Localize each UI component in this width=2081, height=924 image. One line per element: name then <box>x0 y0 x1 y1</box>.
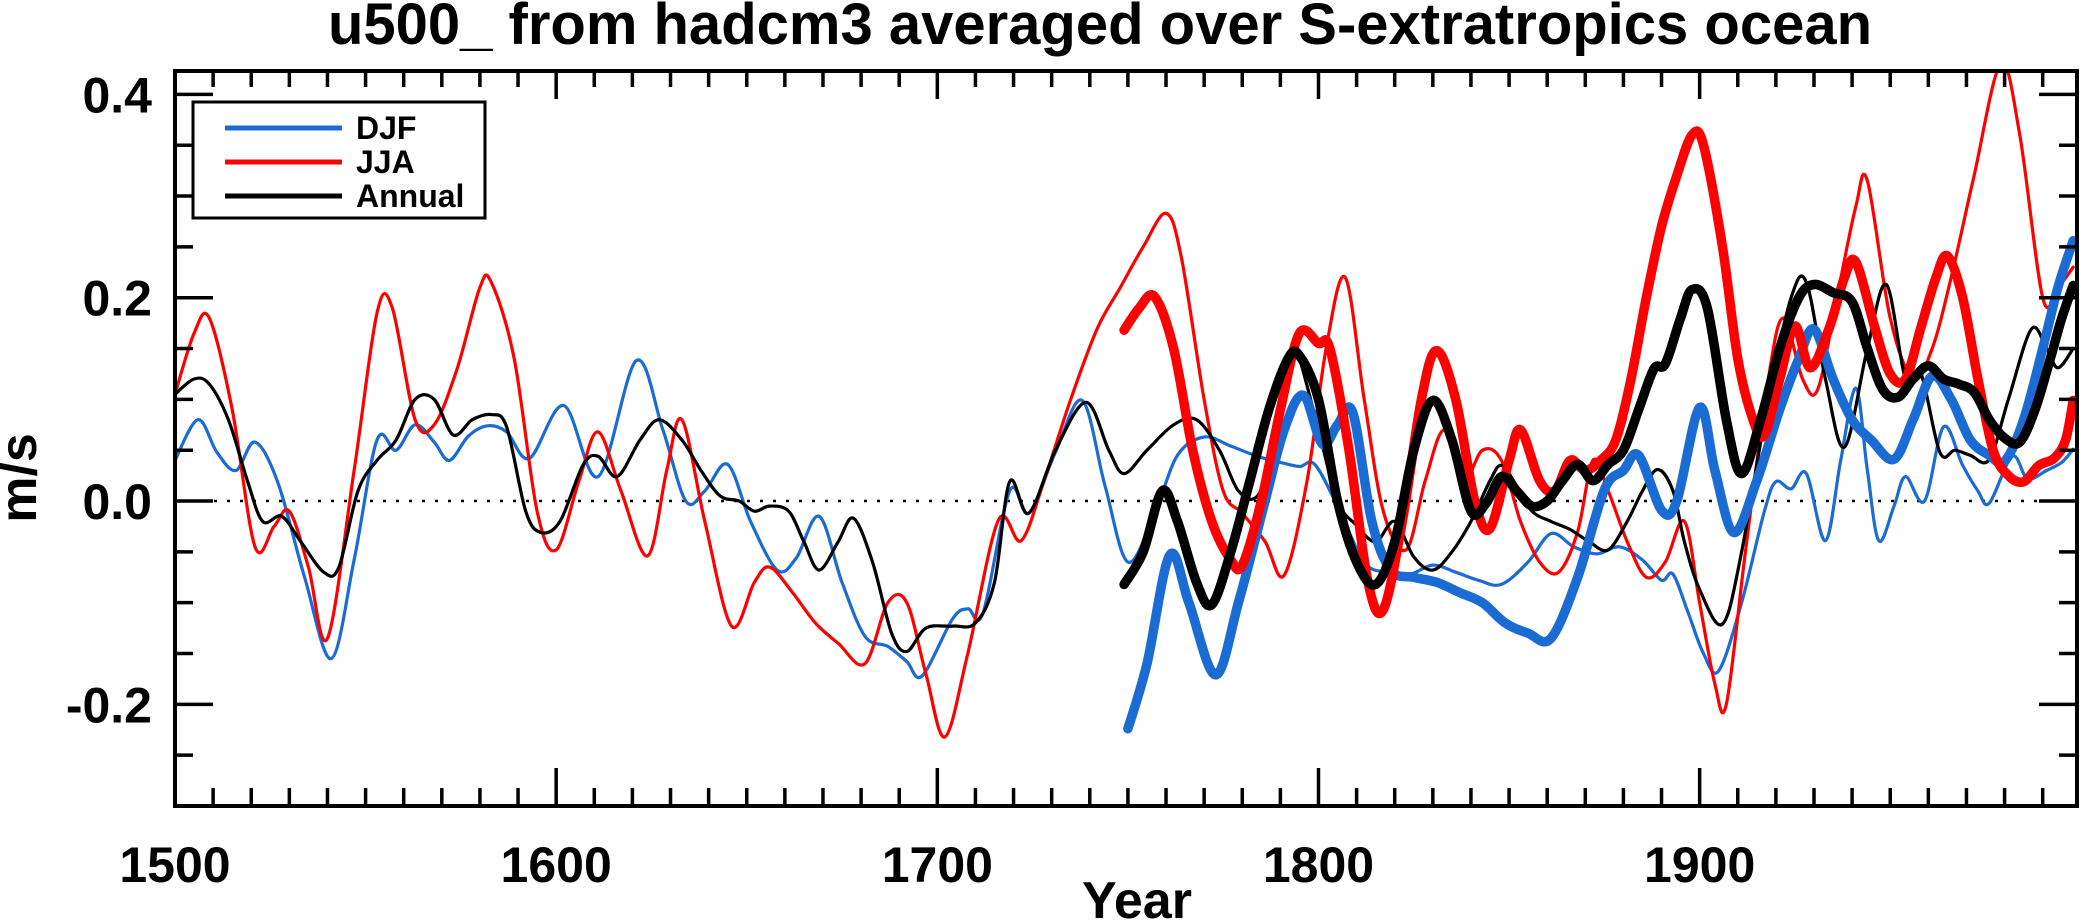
y-axis-title: m/s <box>0 433 48 523</box>
legend-label-jja: JJA <box>356 144 415 180</box>
series-line-djf-thin <box>175 358 2075 680</box>
y-tick-label: 0.2 <box>82 271 152 327</box>
legend: DJF JJA Annual <box>191 100 487 220</box>
plot-border <box>173 69 2079 808</box>
series-line-annual-thick <box>1119 279 2077 611</box>
series-lines <box>175 71 2077 739</box>
x-axis-title: Year <box>1082 872 1192 924</box>
legend-label-djf: DJF <box>356 110 416 146</box>
series-line-jja-thick <box>1119 126 2077 619</box>
x-tick-labels: 1500 1600 1700 1800 1900 <box>119 837 1755 893</box>
series-line-djf-thick <box>1123 236 2077 734</box>
chart-title: u500_ from hadcm3 averaged over S-extrat… <box>328 0 1872 57</box>
x-tick-label: 1700 <box>882 837 993 893</box>
legend-label-annual: Annual <box>356 178 464 214</box>
axis-ticks <box>175 71 2077 806</box>
y-tick-label: 0.0 <box>82 474 152 530</box>
series-line-annual-thin <box>175 274 2075 654</box>
y-tick-labels: 0.4 0.2 0.0 -0.2 <box>66 67 152 733</box>
series-line-jja-thin <box>175 71 2075 739</box>
y-tick-label: 0.4 <box>82 67 152 123</box>
y-tick-label: -0.2 <box>66 677 152 733</box>
x-tick-label: 1600 <box>501 837 612 893</box>
plot-frame <box>173 69 2079 808</box>
x-tick-label: 1800 <box>1263 837 1374 893</box>
x-tick-label: 1500 <box>119 837 230 893</box>
x-tick-label: 1900 <box>1644 837 1755 893</box>
